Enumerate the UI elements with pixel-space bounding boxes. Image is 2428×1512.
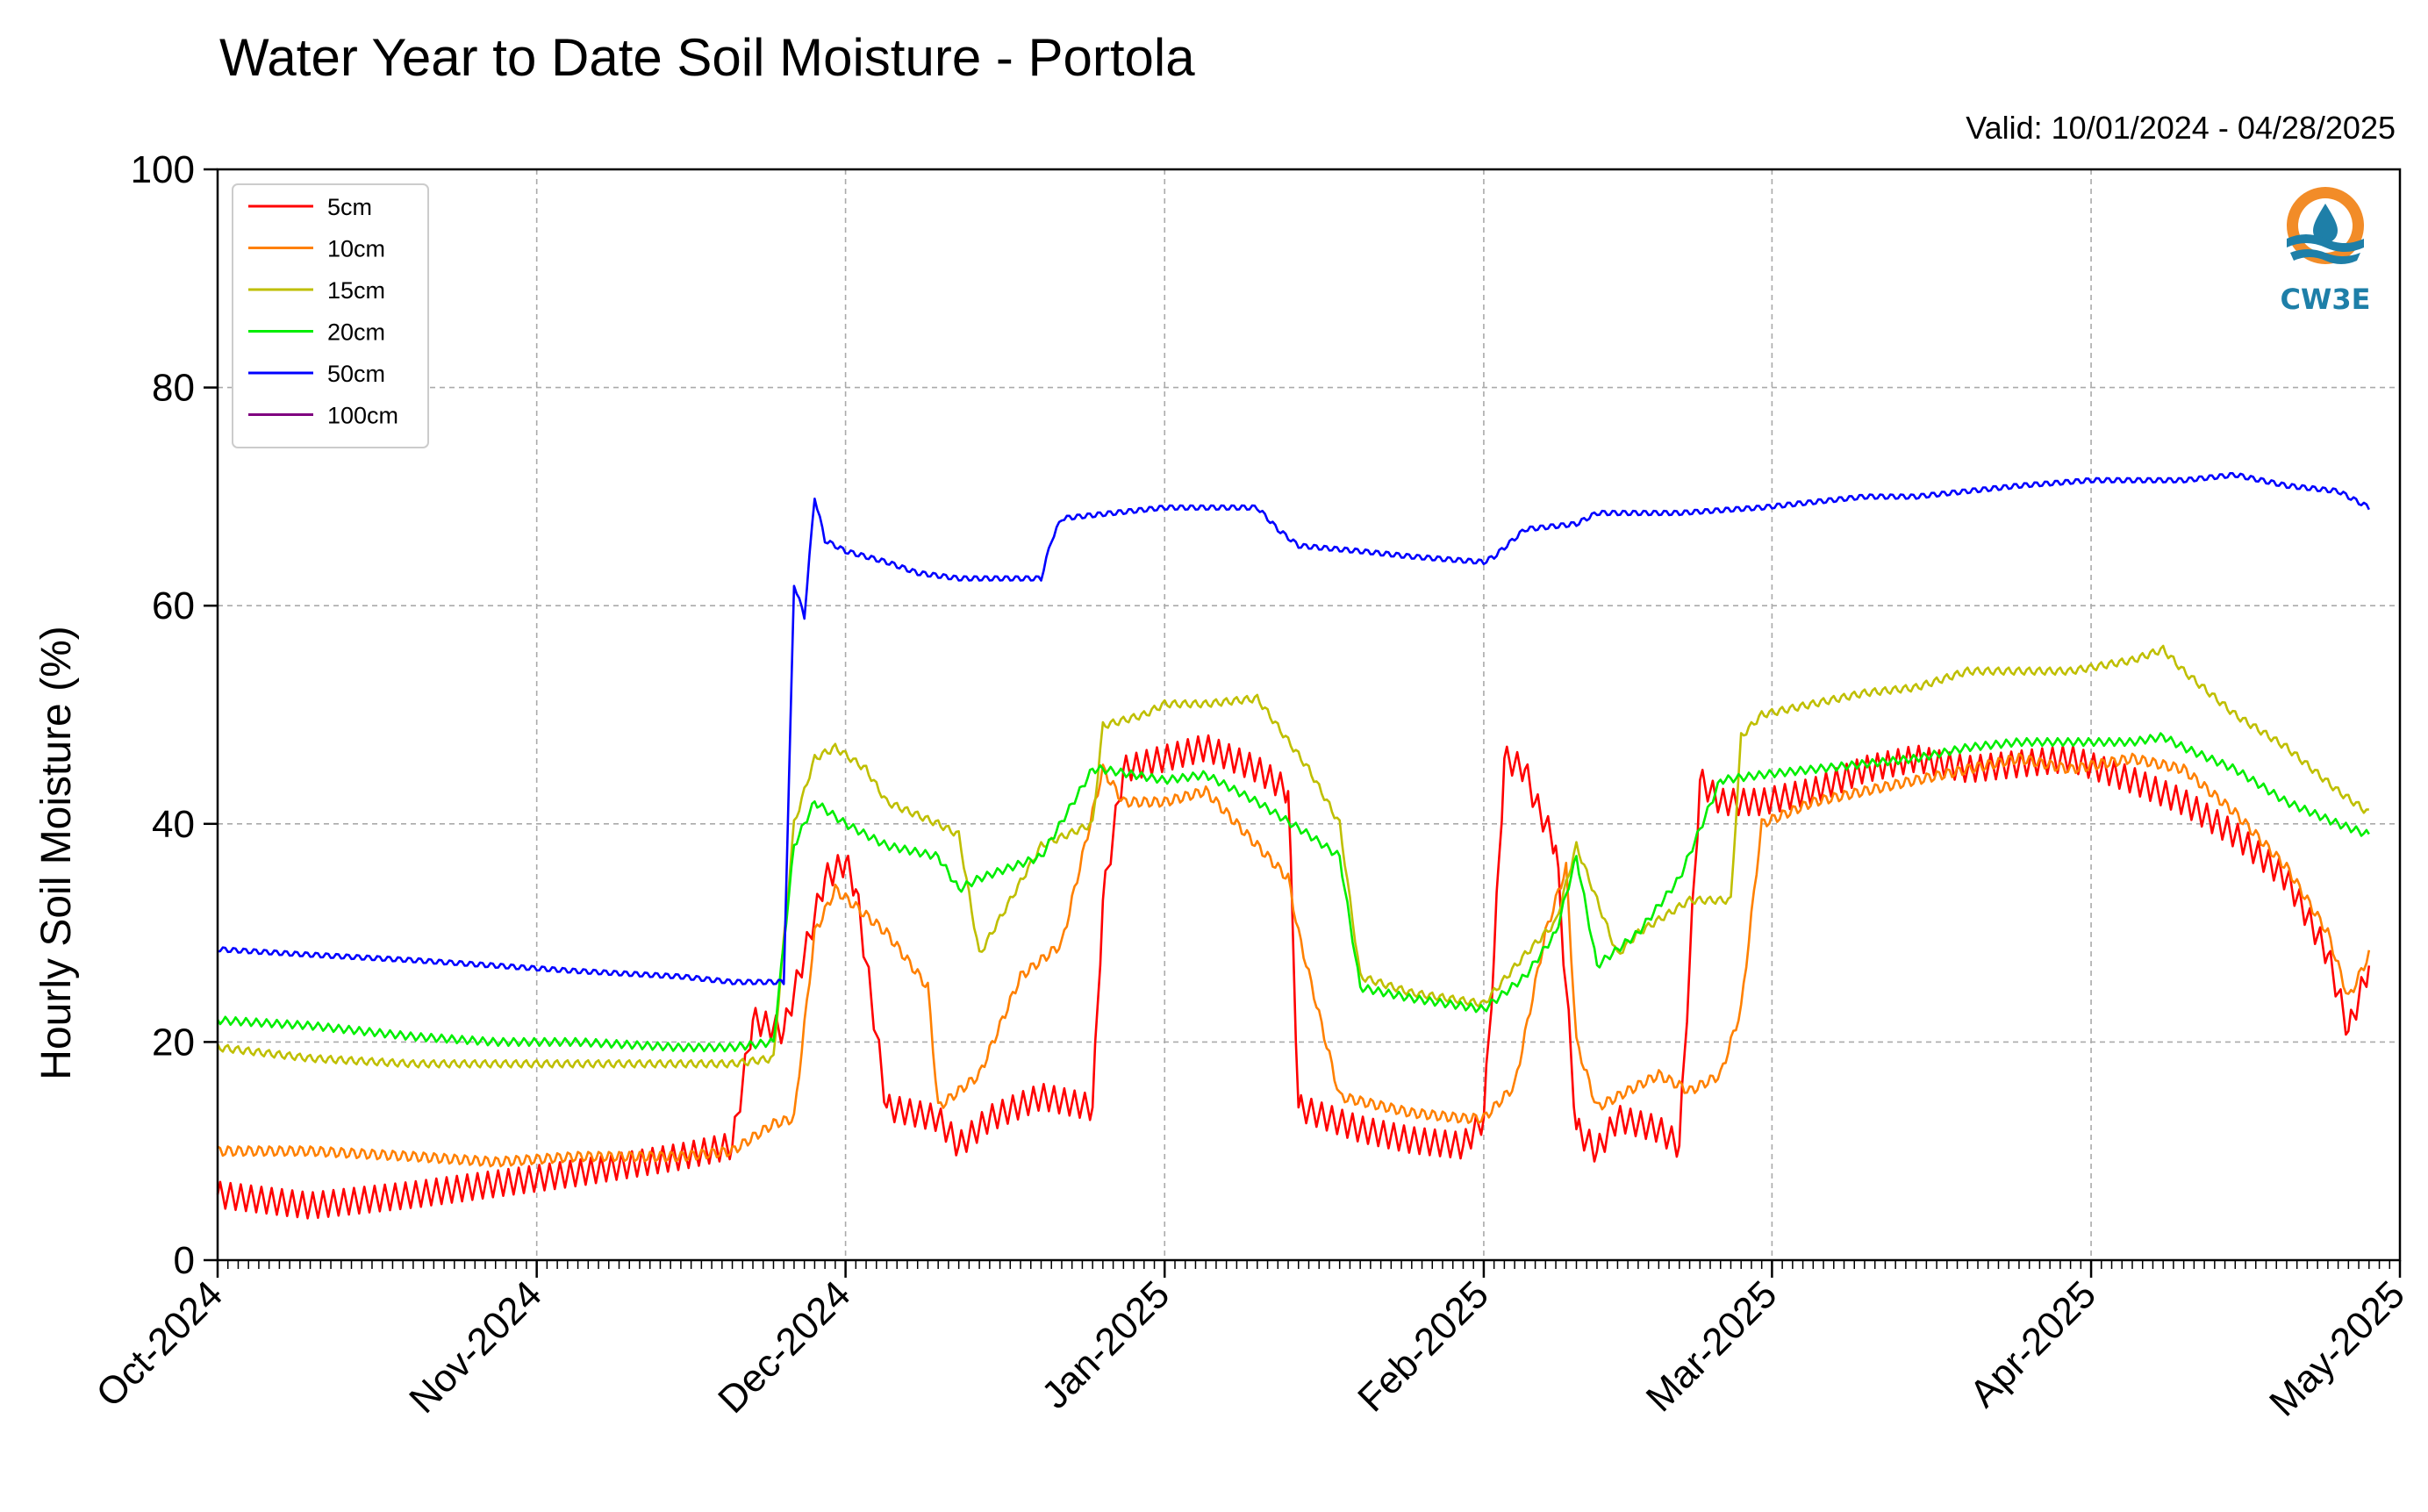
cw3e-logo: CW3E <box>2281 187 2371 316</box>
legend-label-20cm: 20cm <box>327 319 385 346</box>
chart-subtitle: Valid: 10/01/2024 - 04/28/2025 <box>1966 110 2396 146</box>
y-tick-label: 60 <box>152 584 195 627</box>
series-line-10cm <box>217 752 2371 1168</box>
legend-label-10cm: 10cm <box>327 236 385 262</box>
x-tick-label: Nov-2024 <box>401 1272 550 1422</box>
series-line-20cm <box>216 732 2370 1053</box>
chart-title: Water Year to Date Soil Moisture - Porto… <box>219 28 1195 87</box>
y-tick-label: 100 <box>131 148 195 191</box>
x-tick-label: Mar-2025 <box>1638 1272 1786 1420</box>
y-axis-label: Hourly Soil Moisture (%) <box>33 626 80 1079</box>
y-tick-label: 0 <box>174 1239 195 1282</box>
legend-box <box>232 183 429 448</box>
legend-label-50cm: 50cm <box>327 361 385 387</box>
logo-text: CW3E <box>2281 283 2371 316</box>
axes: 0 20 40 60 80 100 Oct-2024 Nov-2024 Dec-2024 Jan-… <box>88 148 2413 1424</box>
plot-frame <box>216 168 2402 1262</box>
x-tick-label: Oct-2024 <box>88 1272 231 1415</box>
y-tick-label: 20 <box>152 1021 195 1064</box>
x-tick-label: Dec-2024 <box>710 1272 859 1422</box>
x-tick-label: Apr-2025 <box>1961 1272 2104 1415</box>
logo-wave-icon <box>2287 234 2364 252</box>
x-tick-label: Jan-2025 <box>1034 1272 1178 1416</box>
y-tick-label: 80 <box>152 367 195 410</box>
series-line-5cm <box>216 734 2371 1220</box>
grid-lines <box>218 169 2400 1260</box>
logo-water-drop-icon <box>2313 204 2338 243</box>
series-line-15cm <box>216 644 2369 1069</box>
series-lines <box>216 471 2371 1220</box>
legend-label-100cm: 100cm <box>327 403 398 429</box>
x-tick-label: May-2025 <box>2261 1272 2413 1424</box>
legend-label-5cm: 5cm <box>327 194 372 220</box>
logo-wave2-icon <box>2290 249 2360 264</box>
legend-label-15cm: 15cm <box>327 277 385 304</box>
y-tick-label: 40 <box>152 803 195 846</box>
legend: 5cm 10cm 15cm 20cm 50cm 100cm <box>232 183 429 448</box>
series-line-50cm <box>217 471 2370 985</box>
x-tick-label: Feb-2025 <box>1350 1272 1497 1420</box>
